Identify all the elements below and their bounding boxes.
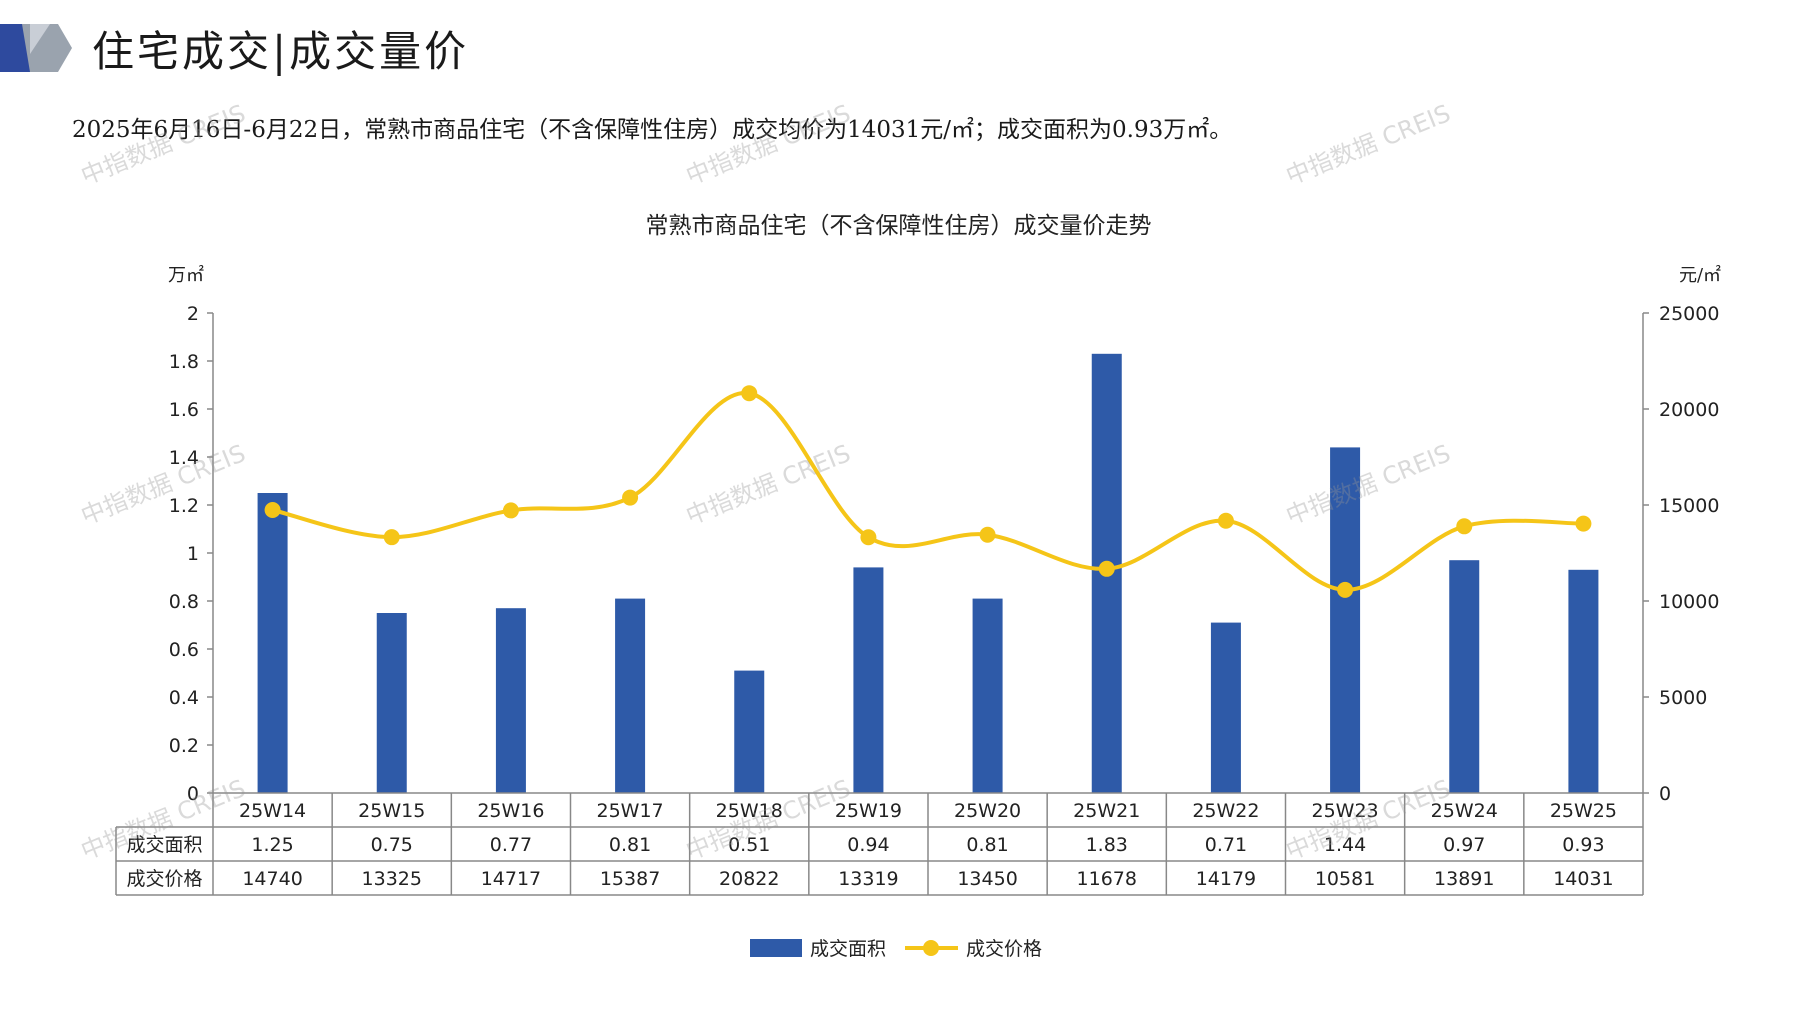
table-cell: 0.71 (1205, 834, 1247, 856)
table-cell: 0.93 (1562, 834, 1604, 856)
x-axis-tick-label: 25W16 (477, 800, 544, 822)
left-axis-tick-label: 1 (187, 543, 199, 565)
table-cell: 1.25 (251, 834, 293, 856)
bar-area (257, 493, 288, 793)
price-point (979, 526, 996, 543)
bar-area (1210, 622, 1241, 793)
left-axis-tick-label: 0.2 (169, 735, 199, 757)
right-axis-tick-label: 10000 (1659, 591, 1719, 613)
table-cell: 0.77 (490, 834, 532, 856)
right-axis-tick-label: 5000 (1659, 687, 1707, 709)
table-cell: 0.51 (728, 834, 770, 856)
left-axis-tick-label: 1.4 (169, 447, 199, 469)
price-point (264, 501, 281, 518)
table-row-label: 成交面积 (126, 834, 202, 856)
table-cell: 13319 (838, 868, 898, 890)
x-axis-tick-label: 25W23 (1312, 800, 1379, 822)
x-axis-tick-label: 25W22 (1192, 800, 1259, 822)
x-axis-tick-label: 25W24 (1431, 800, 1498, 822)
price-point (741, 385, 758, 402)
table-cell: 1.44 (1324, 834, 1366, 856)
left-axis-tick-label: 0 (187, 783, 199, 805)
table-row-label: 成交价格 (126, 868, 202, 890)
legend-swatch-point (923, 940, 939, 956)
chart-title: 常熟市商品住宅（不含保障性住房）成交量价走势 (645, 213, 1152, 239)
right-axis-tick-label: 25000 (1659, 303, 1719, 325)
price-point (1217, 512, 1234, 529)
table-cell: 20822 (719, 868, 779, 890)
table-cell: 11678 (1077, 868, 1137, 890)
left-axis-tick-label: 0.6 (169, 639, 199, 661)
table-cell: 0.97 (1443, 834, 1485, 856)
right-axis-tick-label: 0 (1659, 783, 1671, 805)
bar-area (495, 608, 526, 793)
header-logo-icon (0, 24, 72, 72)
bar-area (1568, 569, 1599, 793)
price-line (272, 391, 1584, 592)
x-axis-tick-label: 25W19 (835, 800, 902, 822)
left-axis-tick-label: 2 (187, 303, 199, 325)
left-axis-tick-label: 1.2 (169, 495, 199, 517)
price-point (1575, 515, 1592, 532)
price-point (1337, 581, 1354, 598)
summary-text: 2025年6月16日-6月22日，常熟市商品住宅（不含保障性住房）成交均价为14… (72, 117, 1233, 143)
table-cell: 14031 (1553, 868, 1613, 890)
bar-area (615, 598, 646, 793)
bar-area (734, 670, 765, 793)
left-axis-unit: 万㎡ (168, 264, 204, 286)
table-cell: 0.81 (966, 834, 1008, 856)
right-axis-tick-label: 15000 (1659, 495, 1719, 517)
x-axis-tick-label: 25W21 (1073, 800, 1140, 822)
bar-area (972, 598, 1003, 793)
price-point (1098, 560, 1115, 577)
right-axis-tick-label: 20000 (1659, 399, 1719, 421)
legend-swatch-bar (750, 939, 802, 957)
left-axis-tick-label: 1.6 (169, 399, 199, 421)
bar-area (853, 567, 884, 793)
x-axis-tick-label: 25W25 (1550, 800, 1617, 822)
legend-label: 成交面积 (810, 938, 886, 960)
left-axis-tick-label: 1.8 (169, 351, 199, 373)
price-point (860, 529, 877, 546)
x-axis-tick-label: 25W14 (239, 800, 306, 822)
price-point (383, 529, 400, 546)
bar-area (1330, 447, 1361, 793)
bar-area (376, 613, 407, 793)
table-cell: 15387 (600, 868, 660, 890)
table-cell: 10581 (1315, 868, 1375, 890)
table-cell: 13325 (362, 868, 422, 890)
x-axis-tick-label: 25W17 (597, 800, 664, 822)
table-cell: 13891 (1434, 868, 1494, 890)
price-point (502, 502, 519, 519)
x-axis-tick-label: 25W18 (716, 800, 783, 822)
table-cell: 0.75 (371, 834, 413, 856)
table-cell: 1.83 (1086, 834, 1128, 856)
bar-area (1449, 560, 1480, 793)
table-cell: 0.94 (847, 834, 889, 856)
x-axis-tick-label: 25W20 (954, 800, 1021, 822)
table-cell: 14740 (242, 868, 302, 890)
page-title: 住宅成交|成交量价 (92, 27, 470, 76)
right-axis-unit: 元/㎡ (1679, 264, 1721, 286)
table-cell: 0.81 (609, 834, 651, 856)
x-axis-tick-label: 25W15 (358, 800, 425, 822)
table-cell: 13450 (957, 868, 1017, 890)
table-cell: 14717 (481, 868, 541, 890)
price-point (622, 489, 639, 506)
left-axis-tick-label: 0.4 (169, 687, 199, 709)
left-axis-tick-label: 0.8 (169, 591, 199, 613)
price-point (1456, 518, 1473, 535)
table-cell: 14179 (1196, 868, 1256, 890)
legend-label: 成交价格 (966, 938, 1042, 960)
